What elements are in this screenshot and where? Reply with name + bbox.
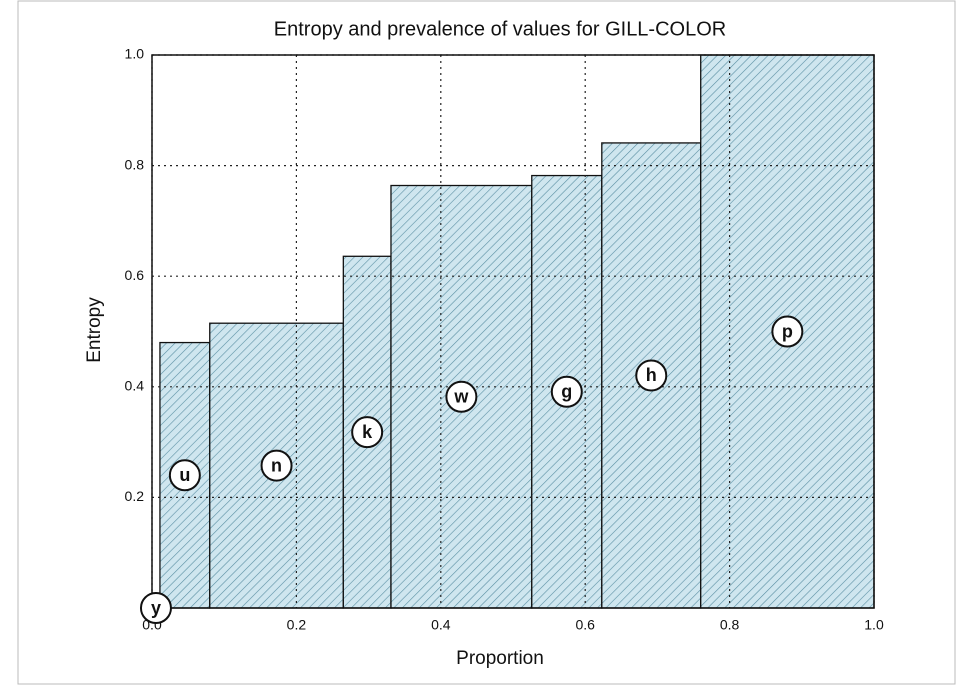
- y-tick-label: 0.4: [125, 378, 145, 394]
- category-marker: [635, 359, 668, 392]
- category-label: n: [271, 455, 282, 475]
- category-label: w: [453, 387, 469, 407]
- x-tick-label: 0.2: [287, 617, 307, 633]
- x-tick-label: 1.0: [864, 617, 884, 633]
- y-axis-label: Entropy: [84, 297, 105, 363]
- x-tick-label: 0.4: [431, 617, 451, 633]
- category-label: y: [151, 598, 161, 618]
- category-marker: [260, 449, 293, 482]
- category-label: g: [561, 382, 572, 402]
- category-marker: [445, 380, 478, 413]
- x-axis-label: Proportion: [456, 648, 544, 669]
- y-tick-label: 1.0: [125, 46, 145, 62]
- category-marker: [771, 315, 804, 348]
- category-label: h: [646, 365, 657, 385]
- category-label: p: [782, 321, 793, 341]
- category-marker: [550, 375, 583, 408]
- plot-frame: [151, 54, 875, 609]
- chart-title: Entropy and prevalence of values for GIL…: [274, 18, 726, 40]
- category-label: u: [179, 465, 190, 485]
- category-marker: [351, 416, 384, 449]
- category-label: k: [362, 422, 373, 442]
- category-marker: [168, 459, 201, 492]
- y-tick-label: 0.2: [125, 488, 145, 504]
- x-tick-label: 0.6: [575, 617, 595, 633]
- y-tick-label: 0.8: [125, 156, 145, 172]
- y-tick-label: 0.6: [125, 267, 145, 283]
- x-tick-label: 0.8: [720, 617, 740, 633]
- frame: [17, 0, 956, 685]
- category-marker: [139, 592, 172, 624]
